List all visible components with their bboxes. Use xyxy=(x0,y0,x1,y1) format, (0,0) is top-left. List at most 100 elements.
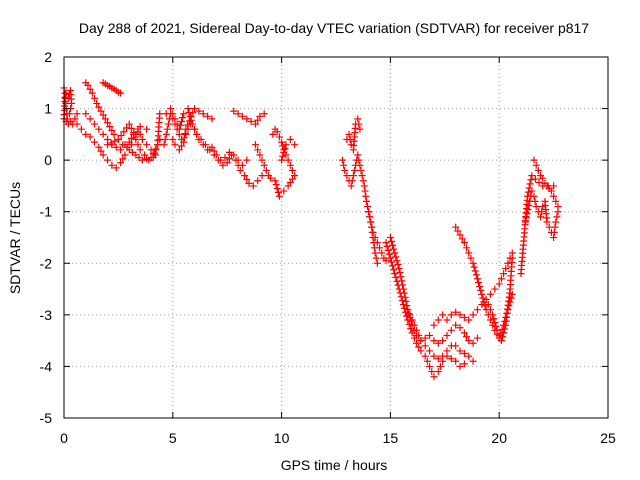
data-point xyxy=(343,172,351,180)
data-point xyxy=(497,275,505,283)
data-point xyxy=(390,245,398,253)
data-point xyxy=(530,192,538,200)
x-tick-label: 5 xyxy=(169,430,177,446)
data-point xyxy=(417,347,425,355)
data-point xyxy=(199,110,207,118)
data-point xyxy=(112,143,120,151)
data-point xyxy=(278,156,286,164)
data-point xyxy=(452,223,460,231)
data-point xyxy=(161,136,169,144)
data-point xyxy=(500,270,508,278)
y-axis-label: SDTVAR / TECUs xyxy=(7,182,23,294)
data-point xyxy=(274,188,282,196)
data-point xyxy=(492,322,500,330)
data-point xyxy=(104,156,112,164)
data-point xyxy=(182,125,190,133)
data-point xyxy=(452,321,460,329)
data-point xyxy=(395,264,403,272)
data-point xyxy=(97,107,105,115)
data-point xyxy=(399,281,407,289)
data-point xyxy=(108,161,116,169)
data-point xyxy=(366,213,374,221)
data-point xyxy=(193,130,201,138)
data-point xyxy=(497,337,505,345)
data-point xyxy=(430,321,438,329)
data-point xyxy=(288,166,296,174)
data-point xyxy=(553,213,561,221)
data-point xyxy=(191,105,199,113)
data-point xyxy=(119,155,127,163)
data-point xyxy=(463,333,471,341)
data-point xyxy=(501,325,509,333)
data-point xyxy=(210,151,218,159)
data-point xyxy=(415,343,423,351)
data-point xyxy=(386,234,394,241)
data-point xyxy=(550,228,558,236)
data-point xyxy=(201,141,209,149)
data-point xyxy=(359,177,367,185)
data-point xyxy=(214,156,222,164)
data-point xyxy=(117,159,125,167)
data-point xyxy=(469,311,477,319)
y-tick-label: -2 xyxy=(40,255,53,271)
data-point xyxy=(178,142,186,150)
y-tick-label: -5 xyxy=(40,410,53,426)
data-point xyxy=(460,350,468,358)
data-point xyxy=(362,192,370,200)
data-point xyxy=(452,308,460,316)
data-point xyxy=(484,301,492,309)
data-point xyxy=(456,324,464,332)
data-point xyxy=(439,337,447,345)
data-point xyxy=(467,254,475,262)
data-point xyxy=(347,182,355,190)
data-point xyxy=(373,259,381,267)
data-point xyxy=(443,347,451,355)
data-point xyxy=(371,249,379,257)
data-point xyxy=(267,174,275,182)
data-point xyxy=(273,128,281,136)
data-point xyxy=(175,146,183,154)
data-point xyxy=(415,331,423,339)
data-point xyxy=(278,138,286,146)
data-point xyxy=(180,138,188,146)
data-point xyxy=(434,355,442,363)
data-point xyxy=(360,182,368,190)
data-point xyxy=(169,110,177,118)
data-point xyxy=(280,187,288,195)
data-point xyxy=(354,115,362,123)
data-point xyxy=(382,257,390,265)
x-tick-label: 25 xyxy=(600,430,616,446)
data-point xyxy=(361,187,369,195)
data-point xyxy=(421,342,429,350)
data-point xyxy=(156,110,164,118)
data-point xyxy=(478,290,486,298)
data-point xyxy=(443,331,451,339)
data-point xyxy=(241,172,249,180)
data-point xyxy=(475,279,483,287)
data-point xyxy=(256,112,264,120)
x-tick-label: 0 xyxy=(60,430,68,446)
data-point xyxy=(273,185,281,193)
data-point xyxy=(458,235,466,243)
data-point xyxy=(90,94,98,102)
data-point xyxy=(407,317,415,325)
axes: 0 5 10 15 20 25 -5 -4 -3 -2 -1 0 1 2 xyxy=(40,49,616,446)
chart-title: Day 288 of 2021, Sidereal Day-to-day VTE… xyxy=(79,20,589,36)
data-point xyxy=(178,117,186,125)
data-point xyxy=(136,123,144,131)
data-point xyxy=(460,329,468,337)
data-point xyxy=(460,360,468,368)
data-point xyxy=(443,316,451,324)
data-point xyxy=(162,130,170,138)
data-point xyxy=(286,161,294,169)
data-point xyxy=(396,269,404,277)
data-point xyxy=(282,141,290,149)
data-point xyxy=(120,128,128,136)
data-point xyxy=(345,130,353,138)
data-point xyxy=(243,175,251,183)
data-point xyxy=(528,172,536,180)
data-point xyxy=(356,161,364,169)
plot-frame xyxy=(63,56,609,419)
data-point xyxy=(368,223,376,231)
data-point xyxy=(136,146,144,154)
